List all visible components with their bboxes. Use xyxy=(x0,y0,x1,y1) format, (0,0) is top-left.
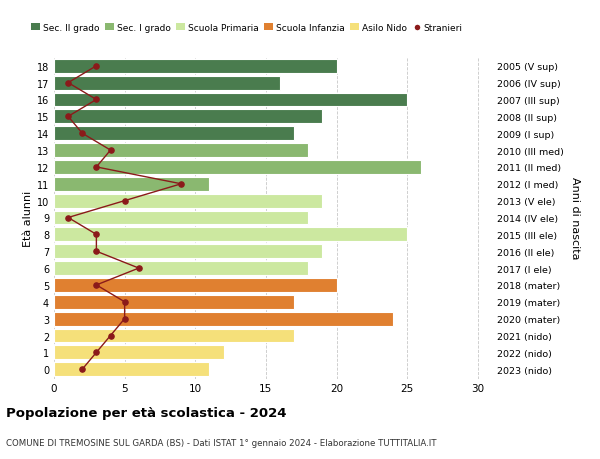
Point xyxy=(77,366,87,373)
Bar xyxy=(54,279,337,292)
Bar xyxy=(54,178,209,191)
Point xyxy=(92,248,101,255)
Point xyxy=(120,298,130,306)
Point xyxy=(77,130,87,138)
Bar xyxy=(54,194,322,208)
Point xyxy=(120,315,130,323)
Bar xyxy=(54,60,337,73)
Bar xyxy=(54,110,322,124)
Point xyxy=(134,265,143,272)
Point xyxy=(64,214,73,222)
Point xyxy=(92,63,101,70)
Point xyxy=(92,349,101,356)
Point xyxy=(92,282,101,289)
Bar xyxy=(54,127,294,141)
Bar xyxy=(54,346,224,359)
Point xyxy=(106,332,115,340)
Bar xyxy=(54,211,308,225)
Legend: Sec. II grado, Sec. I grado, Scuola Primaria, Scuola Infanzia, Asilo Nido, Stran: Sec. II grado, Sec. I grado, Scuola Prim… xyxy=(28,20,466,36)
Bar xyxy=(54,245,322,258)
Bar xyxy=(54,329,294,343)
Point xyxy=(64,113,73,121)
Bar xyxy=(54,144,308,157)
Bar xyxy=(54,295,294,309)
Point xyxy=(106,147,115,154)
Point xyxy=(176,181,186,188)
Bar xyxy=(54,93,407,107)
Bar xyxy=(54,363,209,376)
Text: Popolazione per età scolastica - 2024: Popolazione per età scolastica - 2024 xyxy=(6,406,287,419)
Point xyxy=(92,96,101,104)
Point xyxy=(92,231,101,239)
Point xyxy=(64,80,73,87)
Y-axis label: Anni di nascita: Anni di nascita xyxy=(571,177,580,259)
Bar xyxy=(54,262,308,275)
Bar xyxy=(54,161,421,174)
Bar xyxy=(54,228,407,242)
Point xyxy=(92,164,101,171)
Text: COMUNE DI TREMOSINE SUL GARDA (BS) - Dati ISTAT 1° gennaio 2024 - Elaborazione T: COMUNE DI TREMOSINE SUL GARDA (BS) - Dat… xyxy=(6,438,437,448)
Point xyxy=(120,197,130,205)
Y-axis label: Età alunni: Età alunni xyxy=(23,190,32,246)
Bar xyxy=(54,312,393,326)
Bar xyxy=(54,77,280,90)
